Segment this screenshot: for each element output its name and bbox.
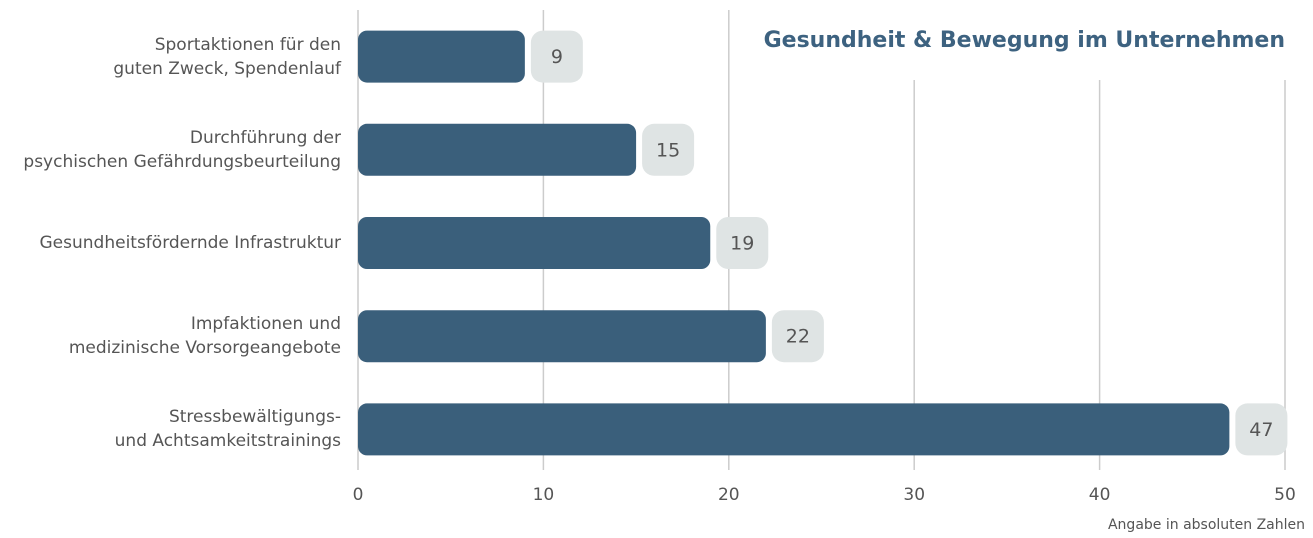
category-label: Impfaktionen und medizinische Vorsorgean… <box>68 314 341 359</box>
value-label: 19 <box>730 233 754 255</box>
x-tick-label: 20 <box>718 485 740 505</box>
x-tick-label: 0 <box>353 485 364 505</box>
note: Angabe in absoluten Zahlen <box>1108 517 1305 533</box>
bar <box>358 30 525 83</box>
value-label: 47 <box>1249 419 1273 441</box>
bar <box>358 403 1230 456</box>
title-background <box>735 0 1313 80</box>
x-tick-label: 30 <box>903 485 925 505</box>
bar <box>358 217 711 269</box>
category-label: Stressbewältigungs- und Achtsamkeitstrai… <box>114 407 341 452</box>
value-label-box <box>642 123 695 176</box>
value-label-box <box>1235 403 1288 456</box>
bar <box>358 310 766 363</box>
category-label: Gesundheitsfördernde Infrastruktur <box>39 233 342 253</box>
chart-title: Gesundheit & Bewegung im Unternehmen <box>764 28 1285 53</box>
x-tick-label: 40 <box>1089 485 1111 505</box>
value-label: 9 <box>551 46 563 68</box>
value-label-box <box>530 30 583 83</box>
x-tick-label: 10 <box>533 485 555 505</box>
value-label-box <box>771 310 824 363</box>
category-label: Durchführung der psychischen Gefährdungs… <box>23 127 341 172</box>
x-tick-label: 50 <box>1274 485 1296 505</box>
value-label: 15 <box>656 139 680 161</box>
bar <box>358 123 637 176</box>
value-label: 22 <box>786 326 810 348</box>
value-label-box <box>716 217 769 269</box>
category-label: Sportaktionen für den guten Zweck, Spend… <box>113 34 341 79</box>
